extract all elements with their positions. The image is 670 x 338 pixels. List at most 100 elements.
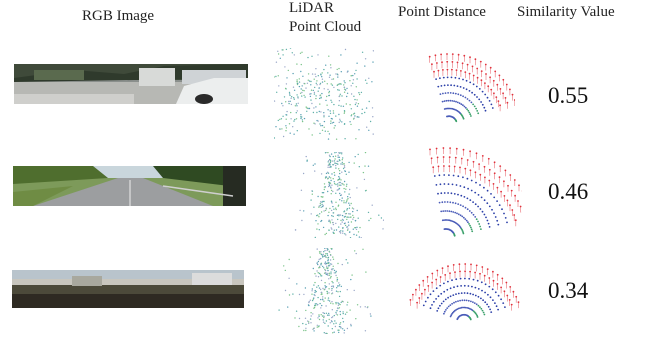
cloud-point: [320, 298, 322, 301]
distance-point: [447, 183, 450, 185]
cloud-point: [320, 307, 322, 309]
distance-point: [436, 156, 439, 159]
distance-point: [493, 212, 495, 215]
cloud-point: [346, 209, 348, 211]
distance-point: [441, 100, 444, 103]
cloud-point: [325, 176, 327, 178]
cloud-point: [322, 204, 324, 207]
cloud-point: [293, 98, 295, 100]
cloud-point: [332, 221, 334, 224]
cloud-point: [333, 323, 335, 325]
cloud-point: [326, 83, 328, 85]
cloud-point: [339, 172, 341, 175]
distance-point: [453, 100, 455, 103]
cloud-point: [336, 277, 338, 279]
cloud-point: [346, 183, 348, 185]
cloud-point: [301, 119, 304, 121]
cloud-point: [285, 125, 287, 127]
cloud-point: [310, 99, 312, 101]
distance-point: [462, 216, 465, 219]
cloud-point: [336, 160, 338, 163]
cloud-point: [327, 109, 329, 111]
distance-point: [474, 286, 477, 289]
cloud-point: [347, 221, 350, 223]
cloud-point: [328, 55, 330, 57]
distance-point: [466, 197, 469, 200]
cloud-point: [344, 82, 346, 84]
cloud-point: [328, 219, 330, 221]
cloud-point: [331, 184, 333, 186]
distance-point: [459, 214, 462, 217]
distance-point: [486, 303, 488, 306]
cloud-point: [319, 202, 321, 205]
cloud-point: [342, 163, 344, 165]
cloud-point: [281, 102, 283, 105]
distance-point: [463, 284, 466, 287]
cloud-point: [301, 116, 303, 118]
distance-point: [476, 96, 478, 98]
distance-point: [443, 183, 446, 185]
distance-point: [451, 53, 454, 55]
cloud-point: [327, 265, 330, 267]
distance-point: [467, 221, 469, 224]
distance-point: [488, 285, 491, 288]
cloud-point: [298, 78, 300, 80]
cloud-point: [309, 93, 311, 95]
distance-point: [471, 230, 474, 233]
cloud-point: [329, 64, 332, 66]
distance-point: [486, 96, 489, 99]
distance-point: [469, 224, 471, 227]
distance-point: [473, 105, 476, 108]
cloud-point: [293, 120, 295, 122]
distance-point: [457, 53, 460, 56]
distance-point: [453, 301, 455, 304]
cloud-point: [319, 97, 321, 100]
cloud-point: [338, 156, 341, 158]
distance-point: [504, 217, 507, 219]
cloud-point: [354, 73, 356, 75]
distance-fan-row-2: [404, 146, 522, 242]
distance-point: [468, 90, 471, 92]
cloud-point: [340, 184, 342, 186]
cloud-point: [319, 258, 322, 260]
cloud-point: [326, 171, 329, 173]
cloud-point: [364, 152, 367, 154]
cloud-point: [337, 329, 339, 331]
distance-point: [440, 85, 443, 87]
cloud-point: [297, 102, 299, 104]
cloud-point: [338, 331, 340, 334]
cloud-point: [312, 313, 314, 315]
distance-point: [449, 315, 452, 318]
cloud-point: [275, 126, 277, 128]
cloud-point: [329, 74, 331, 76]
cloud-point: [337, 302, 339, 304]
distance-point: [483, 274, 486, 277]
cloud-point: [325, 208, 328, 210]
cloud-point: [346, 87, 348, 90]
cloud-point: [328, 92, 330, 94]
cloud-point: [321, 253, 323, 256]
distance-point: [480, 307, 483, 310]
cloud-point: [301, 120, 304, 123]
distance-point: [466, 98, 469, 100]
cloud-point: [337, 189, 339, 191]
cloud-point: [336, 287, 338, 289]
cloud-point: [322, 200, 324, 203]
cloud-point: [324, 152, 327, 154]
distance-point: [443, 192, 446, 194]
distance-point: [431, 304, 433, 306]
cloud-point: [285, 114, 287, 116]
cloud-point: [367, 165, 370, 167]
distance-point: [489, 296, 492, 299]
distance-point: [451, 68, 453, 71]
distance-point: [484, 283, 487, 286]
cloud-point: [283, 265, 285, 267]
cloud-point: [359, 226, 361, 229]
cloud-point: [360, 91, 363, 94]
cloud-point: [358, 92, 360, 94]
cloud-point: [352, 79, 355, 81]
cloud-point: [318, 87, 320, 89]
cloud-point: [343, 111, 346, 113]
distance-point: [481, 155, 484, 157]
distance-point: [457, 300, 459, 302]
